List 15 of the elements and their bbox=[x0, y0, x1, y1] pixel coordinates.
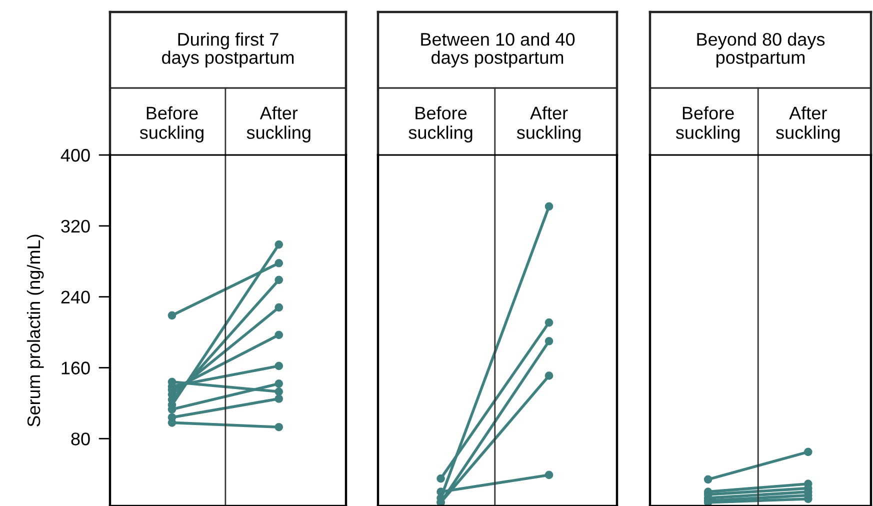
chart-title: Between 10 and 40 days postpartum bbox=[421, 32, 575, 68]
y-tick-label: 240 bbox=[61, 290, 90, 304]
y-tick-label: 80 bbox=[71, 432, 90, 446]
x-tick-label: After suckling bbox=[516, 106, 580, 142]
chart-title: Beyond 80 days postpartum bbox=[697, 32, 825, 68]
x-tick-label: After suckling bbox=[246, 106, 310, 142]
x-tick-label: Before suckling bbox=[408, 106, 472, 142]
y-tick-label: 400 bbox=[60, 148, 90, 162]
chart-title: During first 7 days postpartum bbox=[162, 32, 294, 68]
x-tick-label: Before suckling bbox=[676, 106, 740, 142]
y-axis-title: Serum prolactin (ng/mL) bbox=[26, 234, 44, 427]
x-tick-label: After suckling bbox=[776, 106, 840, 142]
x-tick-label: Before suckling bbox=[140, 106, 204, 142]
y-tick-label: 160 bbox=[62, 362, 90, 374]
y-tick-label: 320 bbox=[61, 220, 90, 233]
